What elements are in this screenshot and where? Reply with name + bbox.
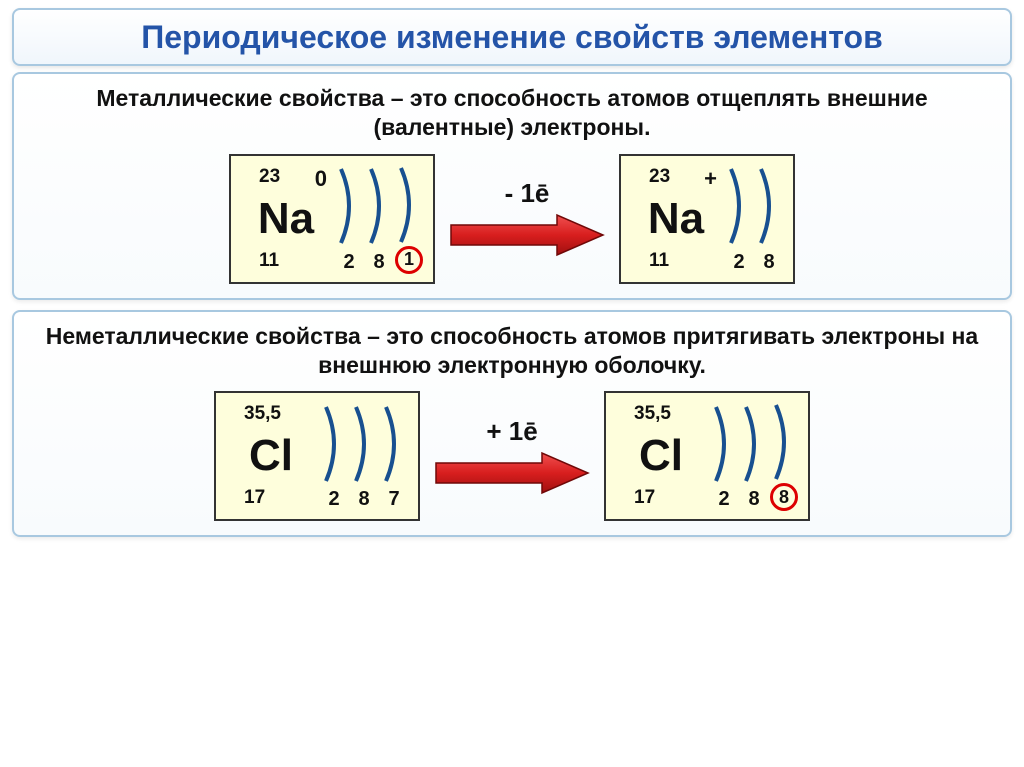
gained-electron: 8	[770, 483, 798, 511]
na-num: 11	[259, 250, 279, 272]
cl-shells: 2 8 7	[320, 401, 408, 511]
na-plus-mass: 23	[649, 166, 670, 188]
right-arrow-icon	[432, 449, 592, 497]
na-element: 23 0 Na 11	[241, 164, 331, 274]
cl-minus-shells: 2 8 8	[710, 401, 798, 511]
na-symbol: Na	[258, 194, 314, 244]
title-box: Периодическое изменение свойств элементо…	[12, 8, 1012, 66]
na-plus-element: 23 + Na 11	[631, 164, 721, 274]
cl-minus-element: 35,5 Cl 17	[616, 401, 706, 511]
arrow-label-2: + 1ē	[486, 416, 537, 447]
arrow-metallic: - 1ē	[447, 178, 607, 259]
panel-nonmetallic: Неметаллические свойства – это способнос…	[12, 310, 1012, 538]
na-mass: 23	[259, 166, 280, 188]
cl-minus-num: 17	[634, 487, 655, 509]
cl-num: 17	[244, 487, 265, 509]
cl-element: 35,5 Cl 17	[226, 401, 316, 511]
metallic-diagram: 23 0 Na 11 2 8 1 - 1ē 23 + Na 11	[32, 154, 992, 284]
page-title: Периодическое изменение свойств элементо…	[54, 18, 970, 56]
arrow-label-1: - 1ē	[505, 178, 550, 209]
panel-metallic: Металлические свойства – это способность…	[12, 72, 1012, 300]
cl-symbol: Cl	[249, 431, 293, 481]
na-plus-box: 23 + Na 11 2 8	[619, 154, 795, 284]
nonmetallic-diagram: 35,5 Cl 17 2 8 7 + 1ē 35,5 Cl 17	[32, 391, 992, 521]
na-shells: 2 8 1	[335, 164, 423, 274]
right-arrow-icon	[447, 211, 607, 259]
cl-minus-symbol: Cl	[639, 431, 683, 481]
arrow-nonmetallic: + 1ē	[432, 416, 592, 497]
cl-minus-mass: 35,5	[634, 403, 671, 425]
cl-atom-box: 35,5 Cl 17 2 8 7	[214, 391, 420, 521]
cl-mass: 35,5	[244, 403, 281, 425]
na-plus-shells: 2 8	[725, 164, 783, 274]
cl-minus-box: 35,5 Cl 17 2 8 8	[604, 391, 810, 521]
na-plus-num: 11	[649, 250, 669, 272]
na-plus-symbol: Na	[648, 194, 704, 244]
na-plus-charge: +	[704, 166, 717, 192]
nonmetallic-text: Неметаллические свойства – это способнос…	[32, 322, 992, 380]
na-charge: 0	[315, 166, 327, 192]
metallic-text: Металлические свойства – это способность…	[32, 84, 992, 142]
valence-electron: 1	[395, 246, 423, 274]
na-atom-box: 23 0 Na 11 2 8 1	[229, 154, 435, 284]
